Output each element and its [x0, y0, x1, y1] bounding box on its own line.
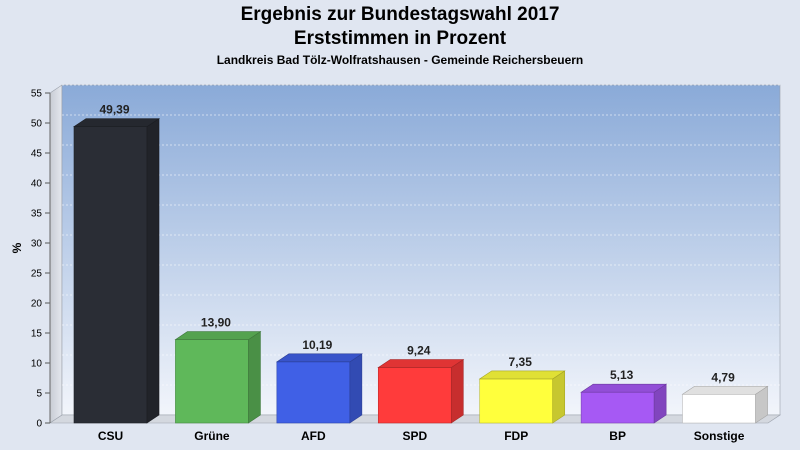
- bar-afd: 10,19: [275, 338, 363, 424]
- bar-top: [73, 118, 160, 127]
- bar-grüne: 13,90: [174, 316, 262, 424]
- bar-bp: 5,13: [580, 368, 668, 424]
- bar-side: [450, 358, 464, 424]
- chart-title-line2: Erststimmen in Prozent: [293, 28, 507, 49]
- y-tick-label: 30: [31, 239, 43, 250]
- bar-top: [681, 385, 769, 395]
- x-tick-label: FDP: [504, 429, 528, 443]
- y-tick-label: 15: [31, 329, 43, 340]
- data-label: 49,39: [99, 103, 129, 117]
- y-tick-label: 20: [31, 299, 43, 310]
- bars: 49,39 13,90 10,19 9,24 7,35 5,13 4,79: [73, 103, 769, 424]
- bar-side: [248, 331, 261, 424]
- data-label: 4,79: [711, 370, 735, 384]
- y-tick-label: 35: [31, 209, 43, 220]
- y-tick-label: 25: [31, 269, 43, 280]
- bar-front: [682, 393, 756, 424]
- bar-side: [552, 370, 566, 424]
- y-tick-label: 45: [31, 149, 43, 160]
- bar-side: [146, 118, 160, 424]
- bar-csu: 49,39: [73, 103, 160, 424]
- x-tick-label: Sonstige: [694, 429, 745, 443]
- data-label: 7,35: [509, 355, 533, 369]
- y-axis-label: %: [10, 242, 24, 253]
- bar-top: [275, 353, 363, 363]
- bar-fdp: 7,35: [478, 355, 566, 424]
- bar-front: [276, 361, 351, 424]
- bar-top: [580, 383, 668, 393]
- x-tick-label: SPD: [402, 429, 427, 443]
- bar-top: [478, 370, 566, 380]
- bar-sonstige: 4,79: [681, 370, 769, 424]
- x-tick-label: BP: [609, 429, 626, 443]
- data-label: 9,24: [407, 344, 431, 358]
- chart-subtitle: Landkreis Bad Tölz-Wolfratshausen - Geme…: [216, 53, 584, 67]
- y-tick-label: 5: [36, 389, 42, 400]
- bar-top: [377, 359, 465, 368]
- y-axis: 0 5 10 15 20 25 30 35 40 45 50 55: [31, 89, 51, 430]
- y-tick-label: 10: [31, 359, 43, 370]
- y-tick-label: 55: [31, 89, 43, 100]
- data-label: 10,19: [302, 338, 332, 352]
- bar-front: [479, 378, 554, 424]
- bar-top: [174, 331, 262, 340]
- y-tick-label: 0: [36, 419, 42, 430]
- data-label: 5,13: [610, 368, 634, 382]
- x-axis: CSU Grüne AFD SPD FDP BP Sonstige: [98, 429, 745, 443]
- x-tick-label: AFD: [301, 429, 326, 443]
- bar-side: [349, 353, 363, 424]
- x-tick-label: CSU: [98, 429, 123, 443]
- x-tick-label: Grüne: [194, 429, 230, 443]
- y-tick-label: 40: [31, 179, 43, 190]
- bar-front: [73, 126, 148, 424]
- chart-title: Ergebnis zur Bundestagswahl 2017: [240, 4, 560, 25]
- bar-spd: 9,24: [377, 344, 465, 424]
- bar-front: [175, 339, 249, 424]
- bar-front: [377, 367, 452, 424]
- side-wall: [49, 84, 63, 424]
- y-tick-label: 50: [31, 119, 43, 130]
- bar-front: [580, 391, 655, 424]
- data-label: 13,90: [201, 316, 231, 330]
